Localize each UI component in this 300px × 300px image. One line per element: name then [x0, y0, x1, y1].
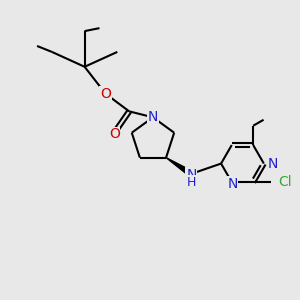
- Text: N: N: [148, 110, 158, 124]
- Text: Cl: Cl: [278, 175, 292, 189]
- Text: N: N: [148, 110, 158, 124]
- Text: N: N: [227, 177, 238, 190]
- Text: H: H: [187, 176, 196, 189]
- Polygon shape: [166, 158, 193, 176]
- Text: O: O: [100, 86, 111, 100]
- Text: N: N: [186, 168, 197, 182]
- Text: N: N: [267, 157, 278, 171]
- Text: O: O: [109, 127, 120, 141]
